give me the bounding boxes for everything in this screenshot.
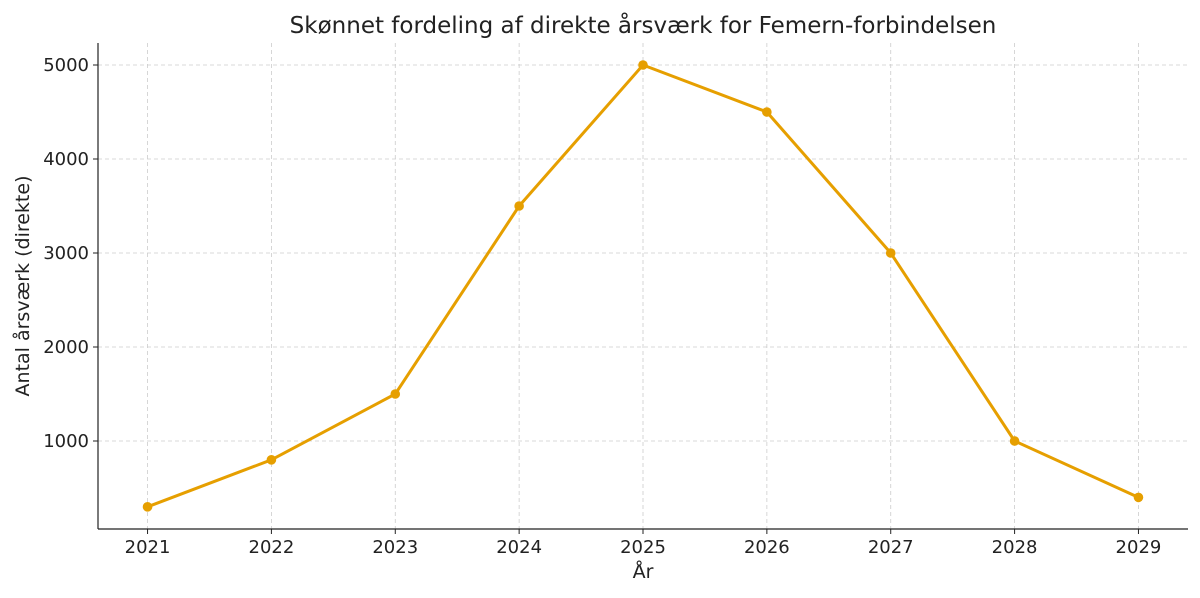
data-point-2026 — [762, 107, 772, 117]
data-point-2022 — [266, 455, 277, 465]
x-tick-label: 2024 — [496, 537, 542, 558]
data-point-2025 — [638, 60, 648, 70]
grid — [98, 43, 1188, 529]
data-point-2021 — [142, 502, 153, 512]
y-tick-label: 1000 — [43, 431, 89, 452]
data-point-2024 — [514, 201, 524, 211]
y-tick-label: 4000 — [43, 149, 89, 170]
x-tick-label: 2026 — [744, 537, 790, 558]
x-tick-label: 2027 — [868, 537, 914, 558]
data-point-2023 — [390, 389, 401, 399]
y-axis-label: Antal årsværk (direkte) — [11, 176, 34, 397]
data-point-2028 — [1009, 436, 1020, 446]
ticks: 2021 2022 2023 2024 2025 2026 2027 2028 2029 1000… — [43, 55, 1161, 558]
x-tick-label: 2029 — [1116, 537, 1162, 558]
y-tick-label: 2000 — [43, 337, 89, 358]
series-line — [147, 63, 1140, 509]
chart-title: Skønnet fordeling af direkte årsværk for… — [290, 11, 997, 39]
data-point-2029 — [1133, 492, 1144, 503]
y-tick-label: 5000 — [43, 55, 89, 76]
x-axis-label: År — [633, 560, 654, 583]
series — [142, 60, 1144, 512]
x-tick-label: 2028 — [992, 537, 1038, 558]
y-tick-label: 3000 — [43, 243, 89, 264]
x-tick-label: 2021 — [125, 537, 171, 558]
data-point-2027 — [885, 248, 896, 258]
x-tick-label: 2025 — [620, 537, 666, 558]
x-tick-label: 2022 — [249, 537, 295, 558]
x-tick-label: 2023 — [372, 537, 418, 558]
